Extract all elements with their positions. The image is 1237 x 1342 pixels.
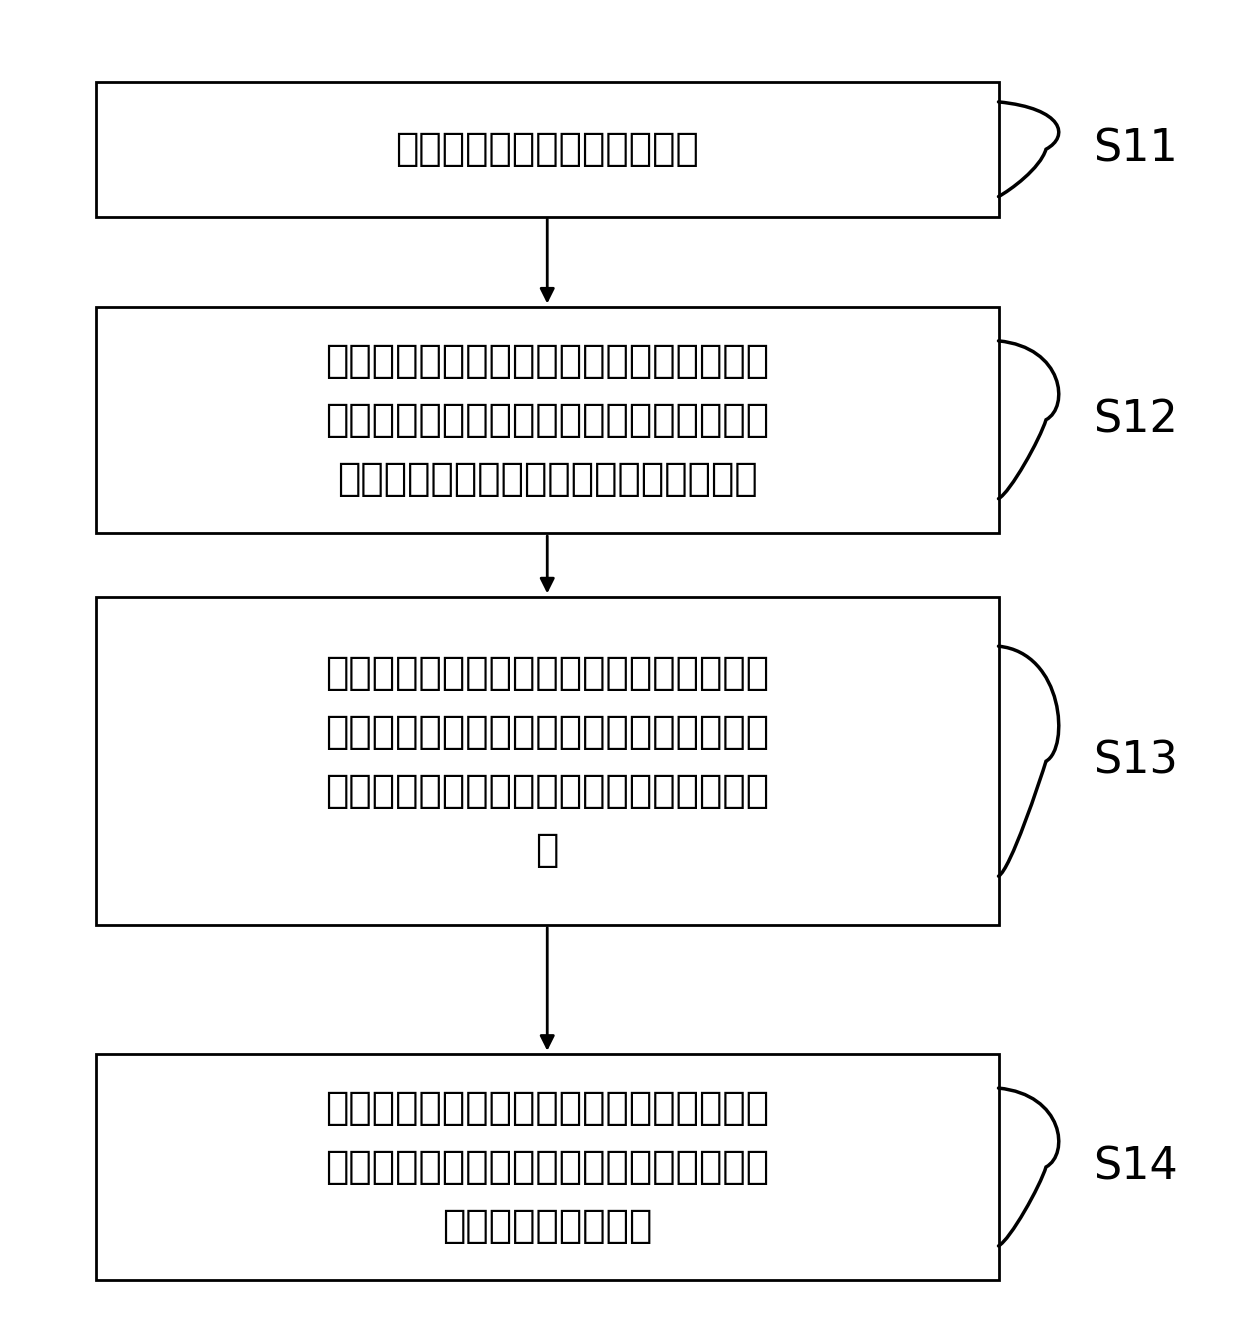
FancyBboxPatch shape bbox=[96, 597, 998, 926]
Text: 分析各个维度信息的逻辑关系，对满足预设
逻辑关系条件的两个维度信息对应的归一化
数值进行维度融合计算，得到维度融合计算
值: 分析各个维度信息的逻辑关系，对满足预设 逻辑关系条件的两个维度信息对应的归一化 … bbox=[325, 654, 769, 868]
Text: S12: S12 bbox=[1092, 399, 1178, 442]
FancyBboxPatch shape bbox=[96, 307, 998, 533]
Text: 根据所述每个维度信息的数据分布特征，采
用与所述每个维度信息对应的归一化算法，
计算得到每个维度信息对应的归一化数值: 根据所述每个维度信息的数据分布特征，采 用与所述每个维度信息对应的归一化算法， … bbox=[325, 342, 769, 498]
Text: 将所述维度融合计算值与剩余维度信息对应
的归一化数值进行多维度数值融合处理，构
建生成数值融合模型: 将所述维度融合计算值与剩余维度信息对应 的归一化数值进行多维度数值融合处理，构 … bbox=[325, 1088, 769, 1245]
FancyBboxPatch shape bbox=[96, 1055, 998, 1280]
Text: 获取数值融合的每个维度信息: 获取数值融合的每个维度信息 bbox=[396, 130, 699, 168]
Text: S13: S13 bbox=[1092, 739, 1178, 782]
Text: S11: S11 bbox=[1092, 127, 1178, 170]
Text: S14: S14 bbox=[1092, 1146, 1178, 1189]
FancyBboxPatch shape bbox=[96, 82, 998, 217]
